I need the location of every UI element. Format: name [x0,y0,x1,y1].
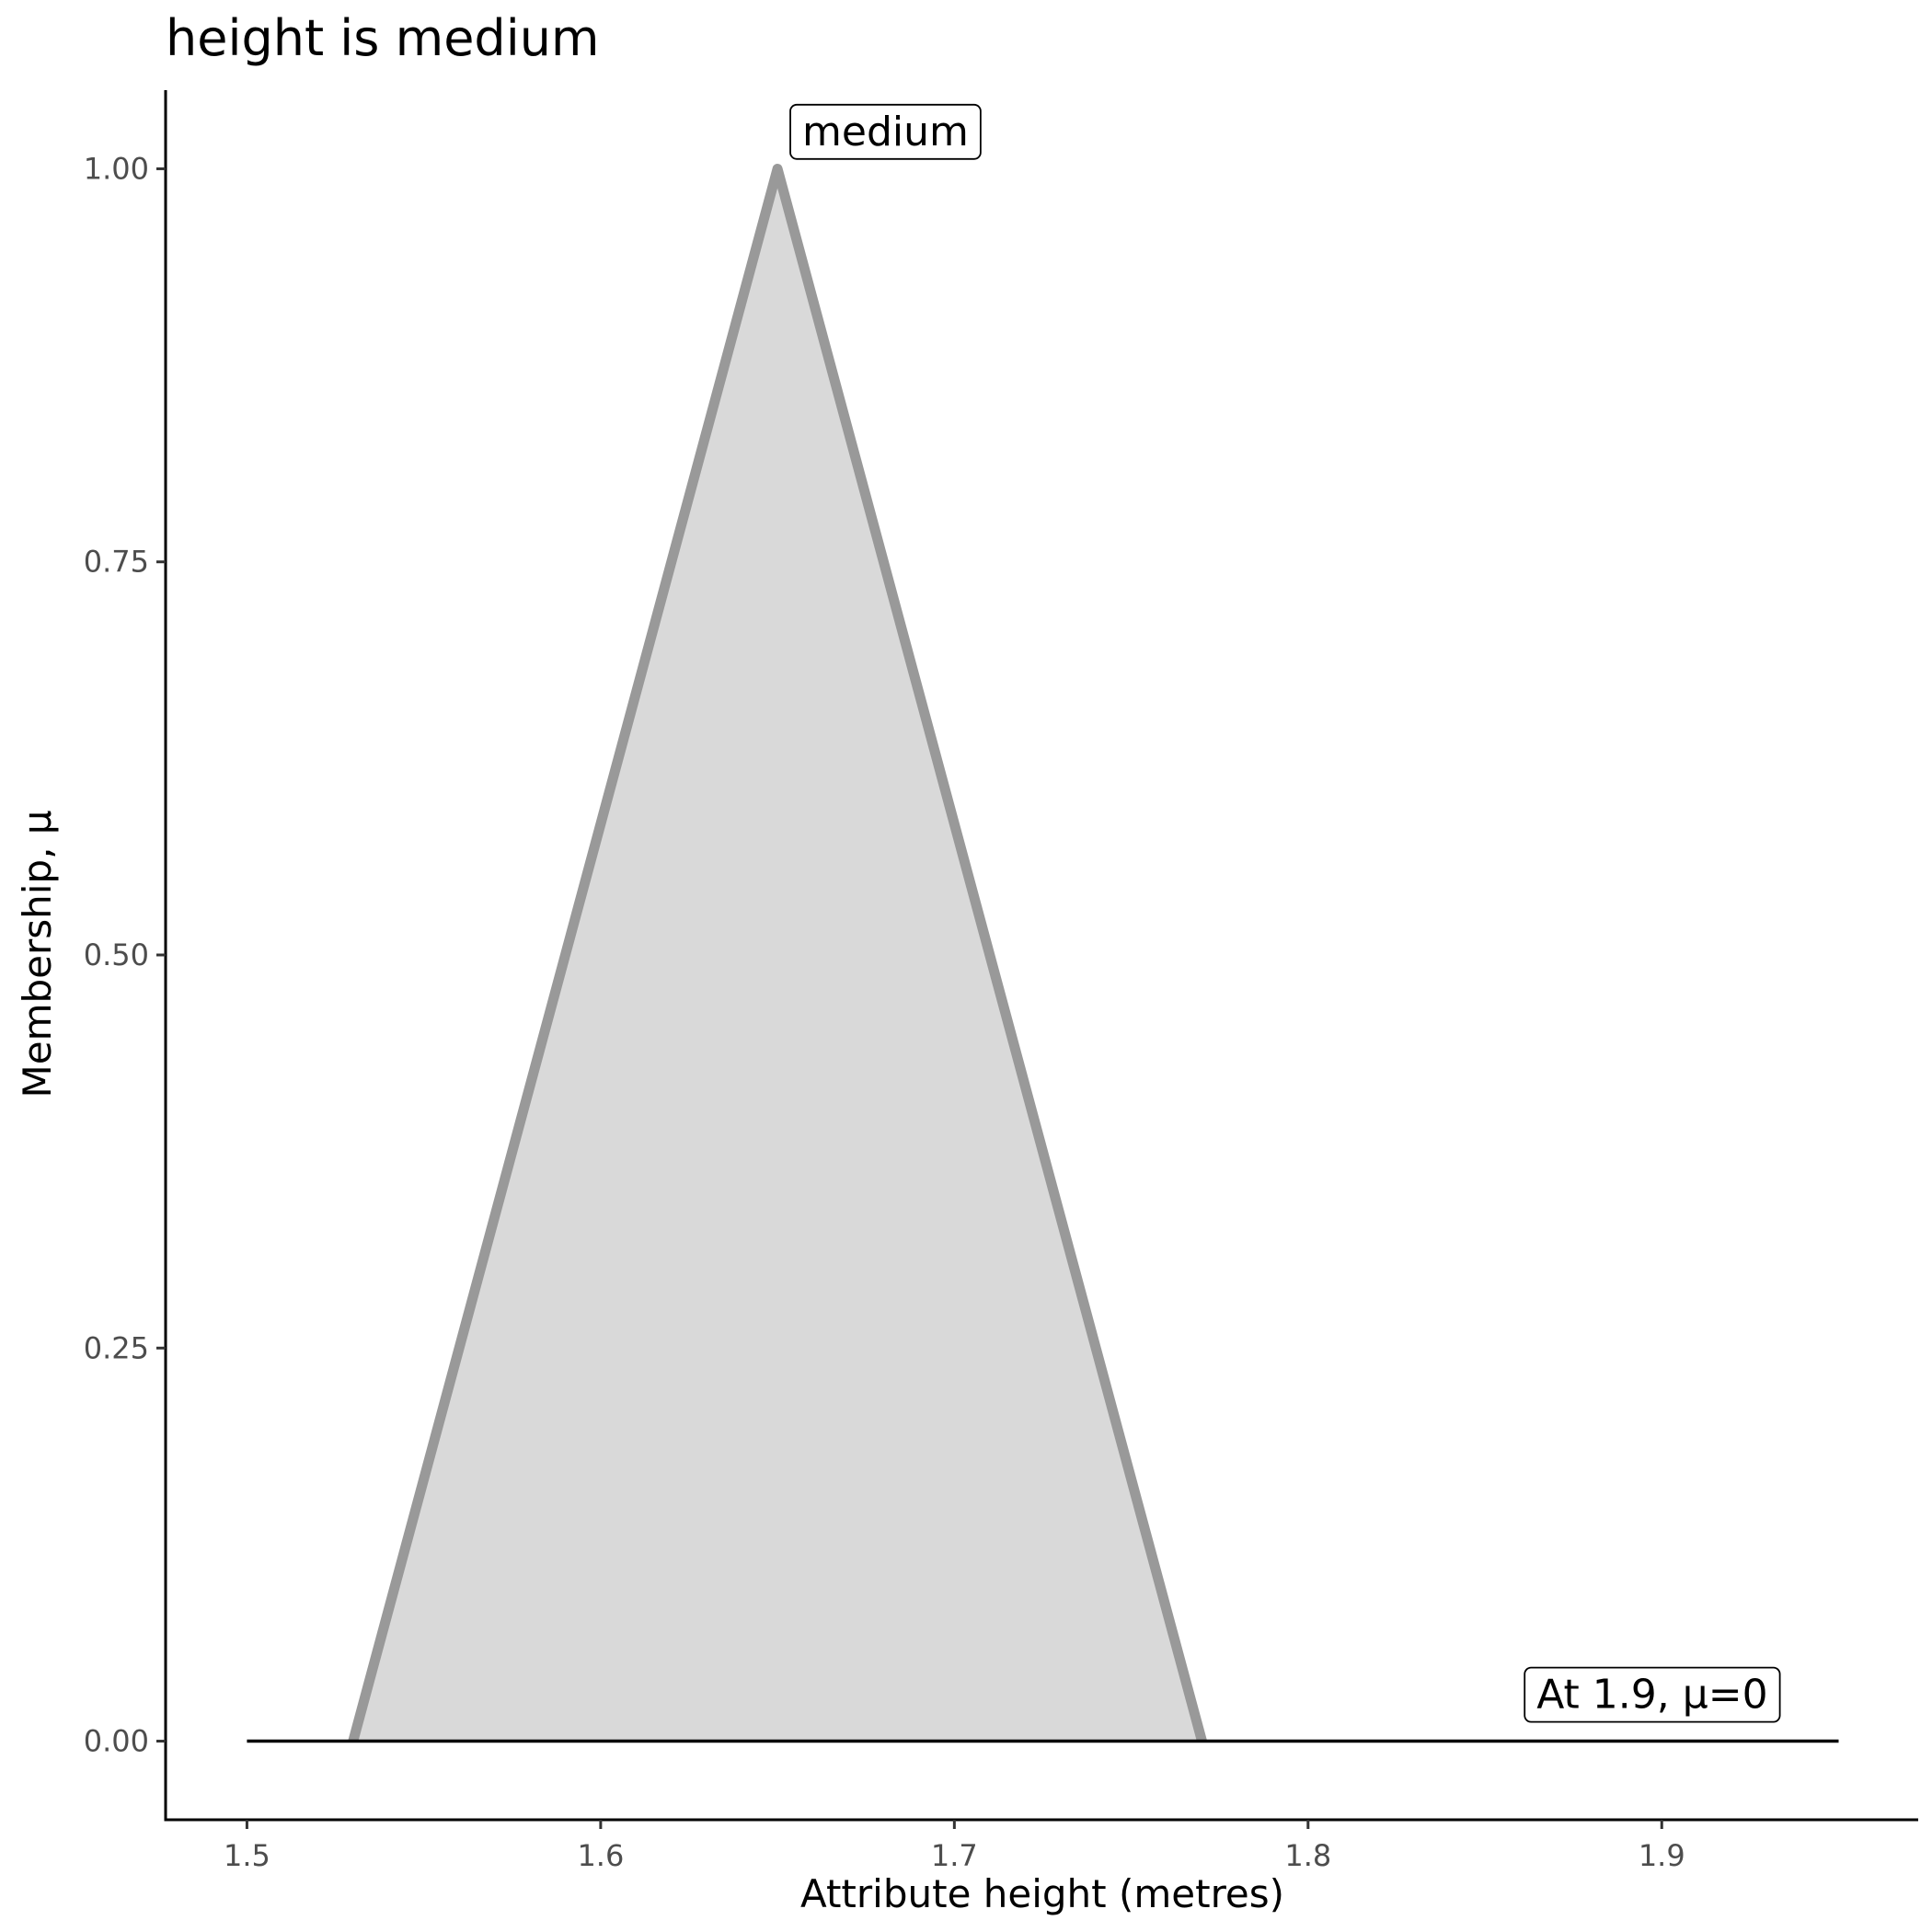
x-tick-label: 1.9 [1639,1838,1685,1873]
y-tick-label: 0.25 [84,1330,149,1365]
membership-area-medium [352,168,1202,1742]
annotation-text: At 1.9, μ=0 [1536,1672,1767,1719]
annotation-label: At 1.9, μ=0 [1524,1666,1781,1723]
x-tick-label: 1.7 [931,1838,978,1873]
membership-line-medium [348,164,1207,1742]
annotation-label: medium [789,103,982,160]
y-axis-title: Membership, μ [15,810,60,1098]
axes: 1.5 1.6 1.7 1.8 1.9 0.00 0.25 0.50 0.75 1.00 [84,90,1918,1873]
y-tick-label: 1.00 [84,151,149,186]
y-tick-label: 0.75 [84,545,149,580]
chart-title: height is medium [166,9,600,67]
annotation-box [789,103,982,160]
plot-area: medium At 1.9, μ=0 [247,103,1839,1743]
x-tick-label: 1.5 [224,1838,270,1873]
x-axis-title: Attribute height (metres) [800,1871,1284,1916]
annotation-box [1524,1666,1781,1723]
x-tick-label: 1.8 [1284,1838,1331,1873]
annotation-text: medium [802,109,969,155]
y-tick-label: 0.50 [84,937,149,972]
x-tick-label: 1.6 [577,1838,624,1873]
y-tick-label: 0.00 [84,1724,149,1759]
